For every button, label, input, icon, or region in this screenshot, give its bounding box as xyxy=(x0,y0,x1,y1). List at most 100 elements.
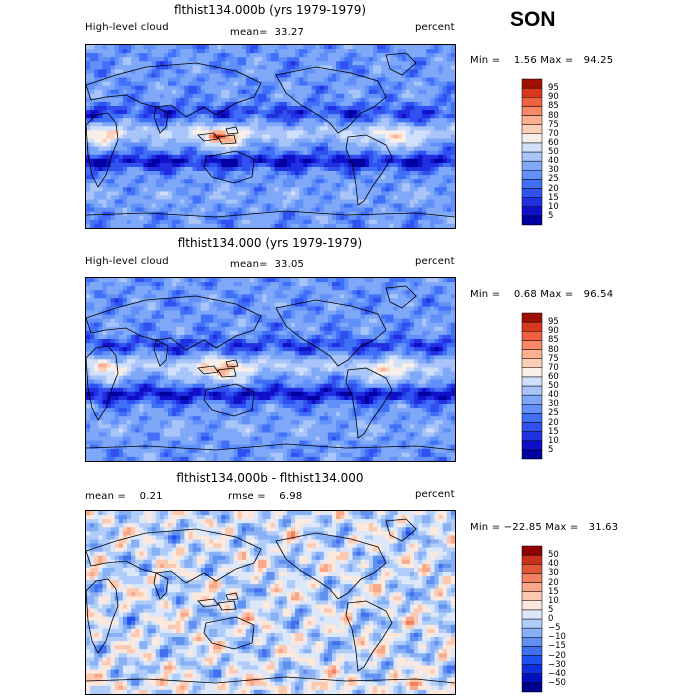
colorbar-tick-label: 40 xyxy=(548,156,559,167)
colorbar-swatch xyxy=(521,591,543,601)
coastline xyxy=(385,285,417,309)
colorbar-tick-label: 15 xyxy=(548,586,559,597)
panel-2-title: flthist134.000 (yrs 1979-1979) xyxy=(177,236,363,250)
field-cells xyxy=(86,511,455,694)
coastline xyxy=(345,600,393,672)
colorbar-swatch xyxy=(521,582,543,592)
season-label: SON xyxy=(510,8,556,31)
colorbar-tick-label: 50 xyxy=(548,381,559,391)
colorbar-tick-label: 95 xyxy=(548,83,559,94)
coastline xyxy=(86,345,119,421)
colorbar-swatch xyxy=(521,449,543,460)
colorbar-swatch xyxy=(521,431,543,441)
colorbar-tick-label: −50 xyxy=(548,677,566,688)
colorbar-swatch xyxy=(521,206,543,217)
coastline xyxy=(217,134,237,145)
colorbar-tick-label: 40 xyxy=(548,390,559,401)
colorbar-tick-label: 50 xyxy=(548,147,559,157)
panel-2-map xyxy=(85,277,456,462)
coastline xyxy=(217,367,237,378)
coastline xyxy=(385,52,417,76)
panel-3-mean: mean = 0.21 xyxy=(85,491,163,502)
colorbar-swatch xyxy=(521,170,543,180)
colorbar-tick-label: 90 xyxy=(548,326,559,337)
coastline xyxy=(275,532,387,600)
colorbar-swatch xyxy=(521,124,543,134)
coastline xyxy=(86,528,262,584)
colorbar-swatch xyxy=(521,609,543,620)
colorbar-tick-label: 30 xyxy=(548,399,559,410)
panel-2-units: percent xyxy=(415,256,455,267)
colorbar-swatch xyxy=(521,682,543,693)
panel-1-mean: mean= 33.27 xyxy=(230,27,305,38)
colorbar-swatch xyxy=(521,385,543,396)
colorbar-swatch xyxy=(521,413,543,423)
colorbar-swatch xyxy=(521,87,543,98)
coastline xyxy=(275,299,387,367)
colorbar-tick-label: 0 xyxy=(548,614,554,624)
colorbar-swatch xyxy=(521,440,543,451)
colorbar-tick-label: 85 xyxy=(548,101,559,112)
colorbar-swatch xyxy=(521,573,543,583)
colorbar-tick-label: −5 xyxy=(548,623,561,634)
colorbar-tick-label: 40 xyxy=(548,559,559,570)
colorbar-tick-label: 60 xyxy=(548,137,559,148)
colorbar-swatch xyxy=(521,554,543,565)
colorbar-tick-label: 70 xyxy=(548,128,559,139)
colorbar-swatch xyxy=(521,600,543,611)
colorbar-tick-label: 75 xyxy=(548,353,559,364)
panel-2-variable-label: High-level cloud xyxy=(85,256,169,267)
colorbar-swatch xyxy=(521,367,543,378)
colorbar-tick-label: 5 xyxy=(548,444,554,455)
panel-1-units: percent xyxy=(415,22,455,33)
colorbar-swatch xyxy=(521,188,543,198)
coastline xyxy=(203,383,255,417)
coastline xyxy=(203,150,255,184)
colorbar-swatch xyxy=(521,179,543,189)
panel-3-colorbar xyxy=(521,545,543,693)
colorbar-tick-label: 10 xyxy=(548,201,559,212)
colorbar-swatch xyxy=(521,404,543,414)
colorbar-tick-label: 25 xyxy=(548,174,559,185)
colorbar-swatch xyxy=(521,655,543,665)
coastline xyxy=(153,572,169,600)
coastline xyxy=(153,106,169,134)
coastline xyxy=(385,518,417,542)
colorbar-swatch xyxy=(521,564,543,574)
colorbar-tick-label: 20 xyxy=(548,577,559,588)
coastline xyxy=(217,600,237,611)
colorbar-swatch xyxy=(521,545,543,556)
colorbar-swatch xyxy=(521,422,543,432)
panel-3-map-svg xyxy=(86,511,455,694)
field-cells xyxy=(86,278,455,461)
coastline xyxy=(86,210,455,218)
colorbar-tick-label: 70 xyxy=(548,362,559,373)
colorbar-tick-label: 85 xyxy=(548,335,559,346)
colorbar-tick-label: −40 xyxy=(548,668,566,679)
colorbar-swatch xyxy=(521,197,543,207)
coastline xyxy=(86,295,262,351)
colorbar-tick-label: 50 xyxy=(548,550,559,561)
colorbar-swatch xyxy=(521,78,543,89)
panel-1-map xyxy=(85,44,456,229)
panel-1-variable-label: High-level cloud xyxy=(85,22,169,33)
colorbar-tick-label: −20 xyxy=(548,650,566,661)
colorbar-swatch xyxy=(521,151,543,162)
colorbar-tick-label: 10 xyxy=(548,435,559,446)
panel-3-map xyxy=(85,510,456,695)
colorbar-swatch xyxy=(521,646,543,656)
colorbar-tick-label: 5 xyxy=(548,604,554,615)
colorbar-swatch xyxy=(521,340,543,350)
colorbar-swatch xyxy=(521,215,543,226)
colorbar-tick-label: 20 xyxy=(548,183,559,194)
colorbar-swatch xyxy=(521,97,543,107)
colorbar-swatch xyxy=(521,664,543,674)
colorbar-swatch xyxy=(521,358,543,368)
coastline xyxy=(225,359,239,368)
colorbar-swatch xyxy=(521,637,543,647)
coastline xyxy=(86,112,119,188)
coastline xyxy=(197,132,219,142)
colorbar-swatch xyxy=(521,394,543,405)
colorbar-tick-label: 15 xyxy=(548,192,559,203)
colorbar-swatch xyxy=(521,106,543,116)
